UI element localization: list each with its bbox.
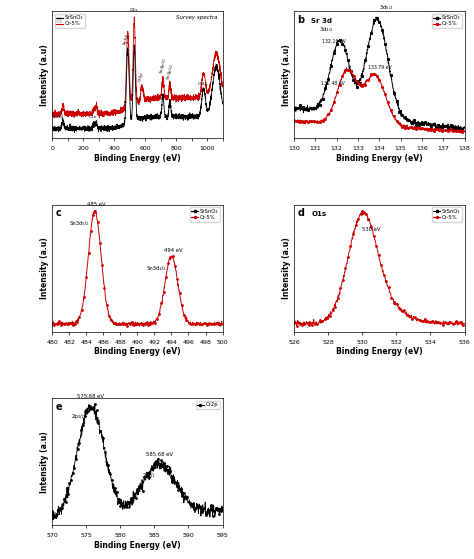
X-axis label: Binding Energy (eV): Binding Energy (eV) [94,347,181,357]
Text: O1s: O1s [130,8,138,12]
Text: e: e [55,402,62,412]
Y-axis label: Intensity (a.u): Intensity (a.u) [40,238,49,299]
X-axis label: Binding Energy (eV): Binding Energy (eV) [336,347,423,357]
Text: 2p₃/₂: 2p₃/₂ [72,414,84,419]
Text: 485 eV: 485 eV [87,202,106,207]
Text: 2p₁/₂: 2p₁/₂ [143,473,155,479]
Text: 3d$_{3/2}$: 3d$_{3/2}$ [319,26,333,34]
Text: a: a [55,15,62,25]
Text: 132.16 eV: 132.16 eV [321,39,346,44]
Text: d: d [298,209,304,219]
Legend: SrSnO₃, Cr-5%: SrSnO₃, Cr-5% [190,207,220,221]
Text: Sn3p$_{3/2}$: Sn3p$_{3/2}$ [157,57,169,75]
Text: 585.68 eV: 585.68 eV [146,452,173,457]
X-axis label: Binding Energy (eV): Binding Energy (eV) [94,541,181,550]
X-axis label: Binding Energy (eV): Binding Energy (eV) [94,154,181,163]
Legend: SrSnO₃, Cr-5%: SrSnO₃, Cr-5% [432,207,462,221]
Text: O1s: O1s [311,211,326,217]
Text: Sr3d: Sr3d [53,115,64,119]
Text: C1s: C1s [89,115,97,119]
Legend: SrSnO₃, Cr-5%: SrSnO₃, Cr-5% [432,14,462,28]
Text: Cr2p: Cr2p [138,72,145,82]
Legend: Cr2p: Cr2p [196,401,220,409]
Text: Sn3p$_{1/2}$: Sn3p$_{1/2}$ [164,63,176,81]
Text: Survey spectra: Survey spectra [176,15,218,20]
Y-axis label: Intensity (a.u): Intensity (a.u) [40,44,49,106]
Text: 133.90 eV: 133.90 eV [369,0,392,1]
Text: OKLL: OKLL [198,82,209,86]
Text: 575.68 eV: 575.68 eV [77,395,104,400]
Text: b: b [298,15,305,25]
Text: Sn3d₃/₂: Sn3d₃/₂ [146,266,166,271]
X-axis label: Binding Energy (eV): Binding Energy (eV) [336,154,423,163]
Text: 530 eV: 530 eV [362,227,380,232]
Text: Sn3d: Sn3d [123,34,129,45]
Text: 133.79 eV: 133.79 eV [367,65,391,70]
Text: Sr3s: Sr3s [86,125,95,129]
Text: 494 eV: 494 eV [164,248,182,253]
Legend: SrSnO₃, Cr-5%: SrSnO₃, Cr-5% [55,14,85,28]
Text: Sr 3d: Sr 3d [311,17,332,23]
Y-axis label: Intensity (a.u): Intensity (a.u) [40,431,49,492]
Y-axis label: Intensity (a.u): Intensity (a.u) [283,238,292,299]
Text: 132.48 eV: 132.48 eV [320,82,344,87]
Text: Sn3d₅/₂: Sn3d₅/₂ [70,221,89,225]
Y-axis label: Intensity (a.u): Intensity (a.u) [283,44,292,106]
Text: 3d$_{5/2}$: 3d$_{5/2}$ [379,4,393,12]
Text: c: c [55,209,61,219]
